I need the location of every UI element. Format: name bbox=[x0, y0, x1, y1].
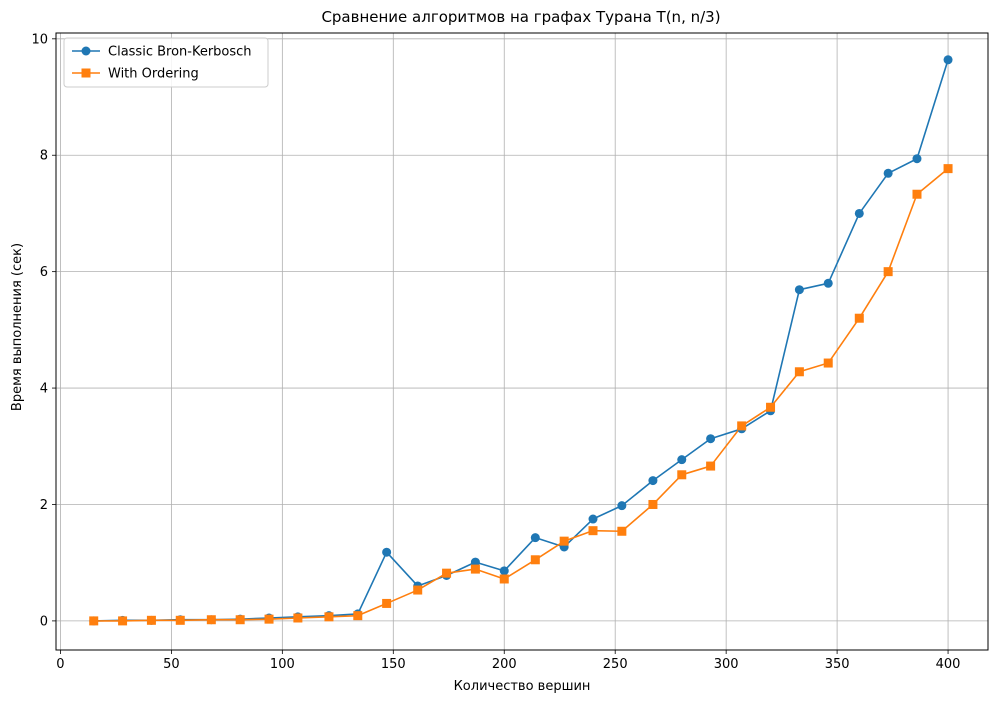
x-axis-title: Количество вершин bbox=[454, 679, 591, 694]
x-tick-label: 350 bbox=[825, 657, 850, 672]
data-point-classic bbox=[912, 154, 922, 164]
data-point-ordering bbox=[413, 585, 423, 595]
y-tick-label: 10 bbox=[31, 32, 48, 47]
data-point-ordering bbox=[206, 615, 216, 625]
x-tick-label: 250 bbox=[603, 657, 628, 672]
legend-label-ordering: With Ordering bbox=[108, 67, 199, 82]
data-point-classic bbox=[823, 278, 833, 288]
data-point-ordering bbox=[264, 614, 274, 624]
data-point-classic bbox=[706, 434, 716, 444]
legend-marker-classic bbox=[81, 46, 91, 56]
data-point-classic bbox=[883, 168, 893, 178]
legend-box bbox=[63, 37, 269, 88]
data-point-classic bbox=[677, 455, 687, 465]
legend-entry-classic: Classic Bron-Kerbosch bbox=[72, 45, 252, 60]
data-point-ordering bbox=[293, 613, 303, 623]
data-point-ordering bbox=[766, 402, 776, 412]
data-point-ordering bbox=[499, 574, 509, 584]
data-point-ordering bbox=[324, 612, 334, 622]
series-points bbox=[89, 55, 953, 626]
data-point-classic bbox=[499, 566, 509, 576]
y-tick-label: 8 bbox=[40, 149, 48, 164]
chart-title: Сравнение алгоритмов на графах Турана T(… bbox=[321, 8, 720, 26]
data-point-ordering bbox=[943, 164, 953, 174]
data-point-ordering bbox=[883, 267, 893, 277]
legend: Classic Bron-Kerbosch With Ordering bbox=[63, 37, 269, 88]
grid bbox=[56, 33, 988, 650]
y-tick-label: 4 bbox=[40, 382, 48, 397]
data-point-classic bbox=[530, 533, 540, 543]
data-point-classic bbox=[617, 501, 627, 511]
data-point-ordering bbox=[823, 358, 833, 368]
data-point-ordering bbox=[794, 367, 804, 377]
x-tick-label: 150 bbox=[381, 657, 406, 672]
plot-frame bbox=[55, 32, 989, 651]
y-tick-label: 2 bbox=[40, 498, 48, 513]
data-point-classic bbox=[854, 208, 864, 218]
x-tick-label: 50 bbox=[163, 657, 180, 672]
x-tick-label: 400 bbox=[936, 657, 961, 672]
y-axis-ticks: 0 2 4 6 8 10 bbox=[31, 32, 56, 629]
data-point-ordering bbox=[530, 555, 540, 565]
legend-marker-ordering bbox=[81, 68, 91, 78]
legend-entry-ordering: With Ordering bbox=[72, 67, 199, 82]
data-point-ordering bbox=[854, 313, 864, 323]
data-point-ordering bbox=[442, 568, 452, 578]
series-line-0 bbox=[93, 59, 949, 622]
data-point-classic bbox=[943, 55, 953, 65]
data-point-ordering bbox=[470, 564, 480, 574]
data-point-ordering bbox=[617, 526, 627, 536]
data-point-classic bbox=[648, 476, 658, 486]
data-point-ordering bbox=[235, 615, 245, 625]
y-tick-label: 0 bbox=[40, 614, 48, 629]
data-point-ordering bbox=[706, 461, 716, 471]
x-tick-label: 100 bbox=[270, 657, 295, 672]
data-point-classic bbox=[470, 557, 480, 567]
data-point-ordering bbox=[175, 615, 185, 625]
x-tick-label: 300 bbox=[714, 657, 739, 672]
data-point-ordering bbox=[118, 616, 128, 626]
x-axis-ticks: 0 50 100 150 200 250 300 350 400 bbox=[56, 650, 960, 672]
data-point-ordering bbox=[912, 189, 922, 199]
data-point-ordering bbox=[89, 616, 99, 626]
data-point-ordering bbox=[737, 421, 747, 431]
y-axis-title: Время выполнения (сек) bbox=[10, 243, 25, 411]
data-point-classic bbox=[588, 514, 598, 524]
data-point-classic bbox=[382, 547, 392, 557]
data-point-ordering bbox=[677, 470, 687, 480]
data-point-ordering bbox=[648, 499, 658, 509]
y-tick-label: 6 bbox=[40, 265, 48, 280]
legend-label-classic: Classic Bron-Kerbosch bbox=[108, 45, 252, 60]
data-point-ordering bbox=[559, 536, 569, 546]
data-point-ordering bbox=[588, 526, 598, 536]
series-lines bbox=[93, 59, 949, 622]
data-point-ordering bbox=[382, 598, 392, 608]
x-tick-label: 0 bbox=[56, 657, 64, 672]
x-tick-label: 200 bbox=[492, 657, 517, 672]
data-point-ordering bbox=[146, 615, 156, 625]
data-point-ordering bbox=[353, 611, 363, 621]
data-point-classic bbox=[794, 285, 804, 295]
series-line-1 bbox=[93, 168, 949, 622]
